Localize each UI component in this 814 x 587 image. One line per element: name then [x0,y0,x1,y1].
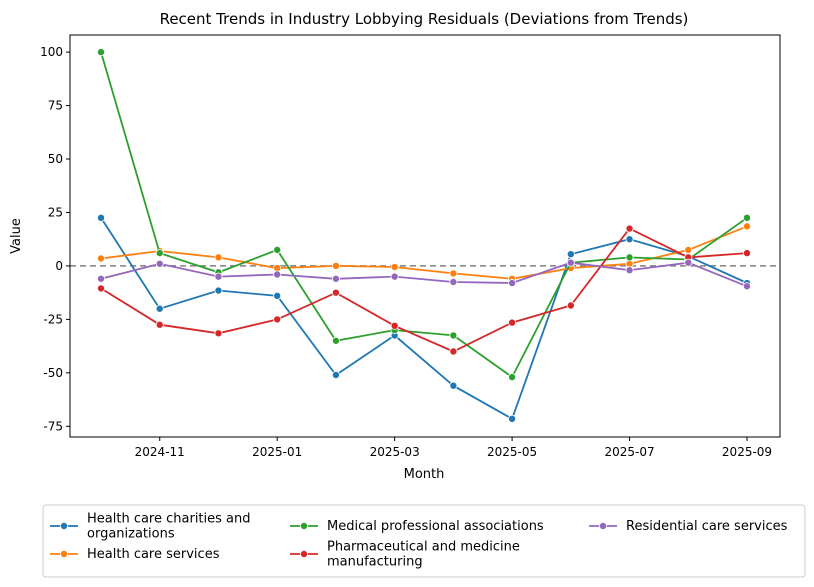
series-1 [97,213,752,423]
x-tick-label: 2025-05 [487,445,537,459]
series-2 [97,222,752,283]
data-point [273,291,282,300]
legend-label: Health care services [87,547,220,562]
data-point [566,301,575,310]
data-point [155,259,164,268]
data-point [684,258,693,267]
data-point [214,329,223,338]
data-point [97,274,106,283]
data-point [273,245,282,254]
y-tick-label: -25 [43,312,63,326]
legend-marker [299,522,308,531]
y-tick-label: 25 [48,205,63,219]
series-line [100,51,748,379]
data-point [97,48,106,57]
legend-marker [60,550,69,559]
legend-label: Medical professional associations [327,519,544,534]
data-point [449,381,458,390]
legend-item: Pharmaceutical and medicine manufacturing [290,540,520,570]
data-point [449,347,458,356]
data-point [743,213,752,222]
data-point [625,235,634,244]
data-point [390,272,399,281]
x-axis-label: Month [404,467,445,482]
series-4 [97,224,752,356]
data-point [390,263,399,272]
x-tick-label: 2024-11 [135,445,185,459]
data-point [273,270,282,279]
data-point [743,222,752,231]
plot-frame [69,34,781,438]
data-point [390,321,399,330]
x-tick-label: 2025-07 [604,445,654,459]
series-line [100,225,748,280]
data-point [97,254,106,263]
series-3 [97,48,752,382]
x-tick-label: 2025-09 [722,445,772,459]
data-point [331,336,340,345]
x-tick-label: 2025-03 [370,445,420,459]
data-point [214,253,223,262]
legend-box [42,504,806,578]
series-line [100,261,748,288]
data-point [566,250,575,259]
data-point [508,373,517,382]
data-point [625,253,634,262]
legend: Health care charities and organizations He… [42,504,806,578]
legend-label: Residential care services [626,519,788,534]
data-point [214,286,223,295]
data-point [684,245,693,254]
y-axis: 100 75 50 25 0 -25 -50 -75 [40,45,70,433]
data-point [331,261,340,270]
y-tick-label: -50 [43,366,63,380]
data-point [97,284,106,293]
legend-marker [599,522,608,531]
legend-item: Health care services [50,547,220,562]
legend-marker [299,550,308,559]
x-axis: 2024-11 2025-01 2025-03 2025-05 2025-07 2025-… [135,437,772,459]
legend-item: Medical professional associations [290,519,544,534]
chart-title: Recent Trends in Industry Lobbying Resid… [160,10,689,28]
y-tick-label: 50 [48,152,63,166]
plot-area [70,48,780,423]
data-point [331,370,340,379]
y-tick-label: 100 [40,45,63,59]
legend-item: Health care charities and organizations [50,512,251,542]
legend-label: Health care charities and organizations [87,512,251,542]
data-point [449,269,458,278]
data-point [508,414,517,423]
y-tick-label: -75 [43,419,63,433]
data-point [273,315,282,324]
data-point [97,213,106,222]
data-point [743,249,752,258]
data-point [155,320,164,329]
y-tick-label: 0 [55,259,63,273]
y-axis-label: Value [9,218,24,254]
data-point [214,272,223,281]
data-point [449,277,458,286]
x-tick-label: 2025-01 [252,445,302,459]
data-point [155,249,164,258]
data-point [566,258,575,267]
data-point [508,318,517,327]
legend-marker [60,522,69,531]
data-point [155,304,164,313]
data-point [625,266,634,275]
data-point [743,282,752,291]
legend-item: Residential care services [589,519,788,534]
legend-label: Pharmaceutical and medicine manufacturing [327,540,520,570]
series-line [100,227,748,353]
y-tick-label: 75 [48,99,63,113]
data-point [331,274,340,283]
data-point [331,288,340,297]
data-point [625,224,634,233]
series-5 [97,258,752,291]
series-line [100,217,748,421]
data-point [449,331,458,340]
data-point [508,279,517,288]
